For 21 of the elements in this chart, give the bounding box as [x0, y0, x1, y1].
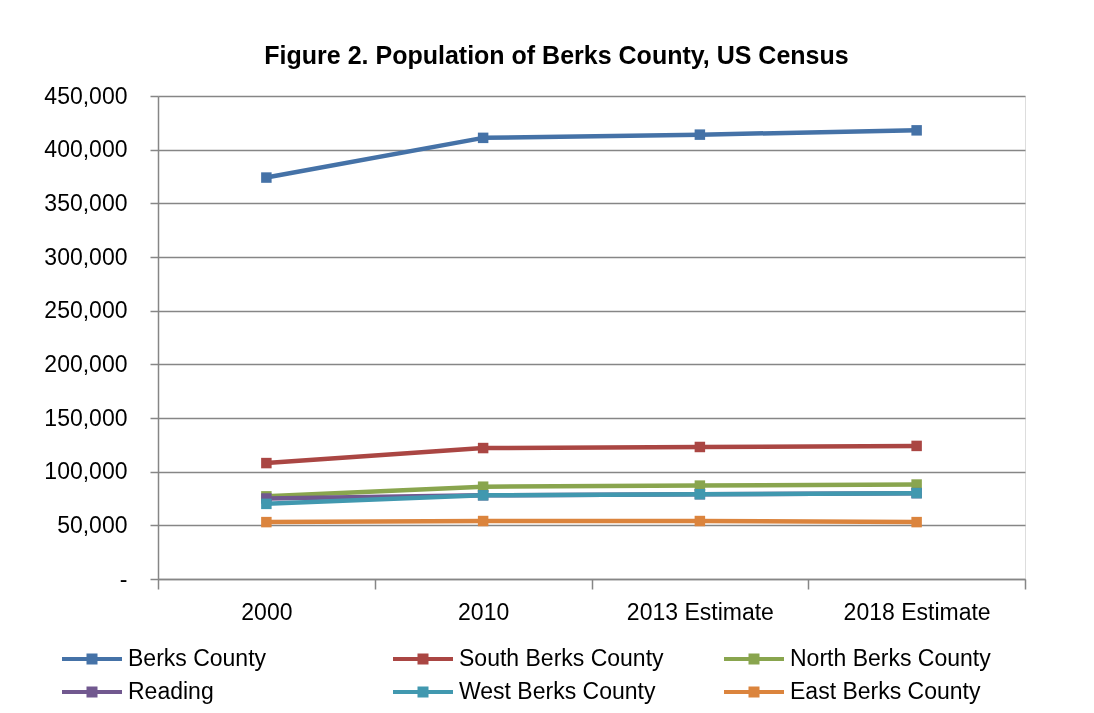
legend-label: Berks County — [128, 645, 267, 671]
y-tick-label: 100,000 — [44, 458, 128, 485]
y-tick-label: 400,000 — [44, 136, 128, 163]
legend-label: North Berks County — [790, 645, 992, 671]
y-tick-label: 250,000 — [44, 297, 128, 324]
legend-label: West Berks County — [459, 678, 656, 704]
y-tick-label: 350,000 — [44, 189, 128, 216]
x-tick-label: 2000 — [241, 598, 293, 625]
x-tick-label: 2013 Estimate — [626, 598, 774, 625]
x-tick-label: 2010 — [458, 598, 510, 625]
legend-label: East Berks County — [790, 678, 981, 704]
legend-label: Reading — [128, 678, 214, 704]
y-tick-label: 150,000 — [44, 404, 128, 431]
y-tick-label: 450,000 — [44, 82, 128, 109]
legend-label: South Berks County — [459, 645, 665, 671]
y-tick-label: - — [119, 565, 128, 592]
x-tick-label: 2018 Estimate — [843, 598, 991, 625]
y-tick-label: 200,000 — [44, 350, 128, 377]
y-tick-label: 300,000 — [44, 243, 128, 270]
chart-title: Figure 2. Population of Berks County, US Census — [264, 41, 849, 69]
y-tick-label: 50,000 — [57, 511, 128, 538]
